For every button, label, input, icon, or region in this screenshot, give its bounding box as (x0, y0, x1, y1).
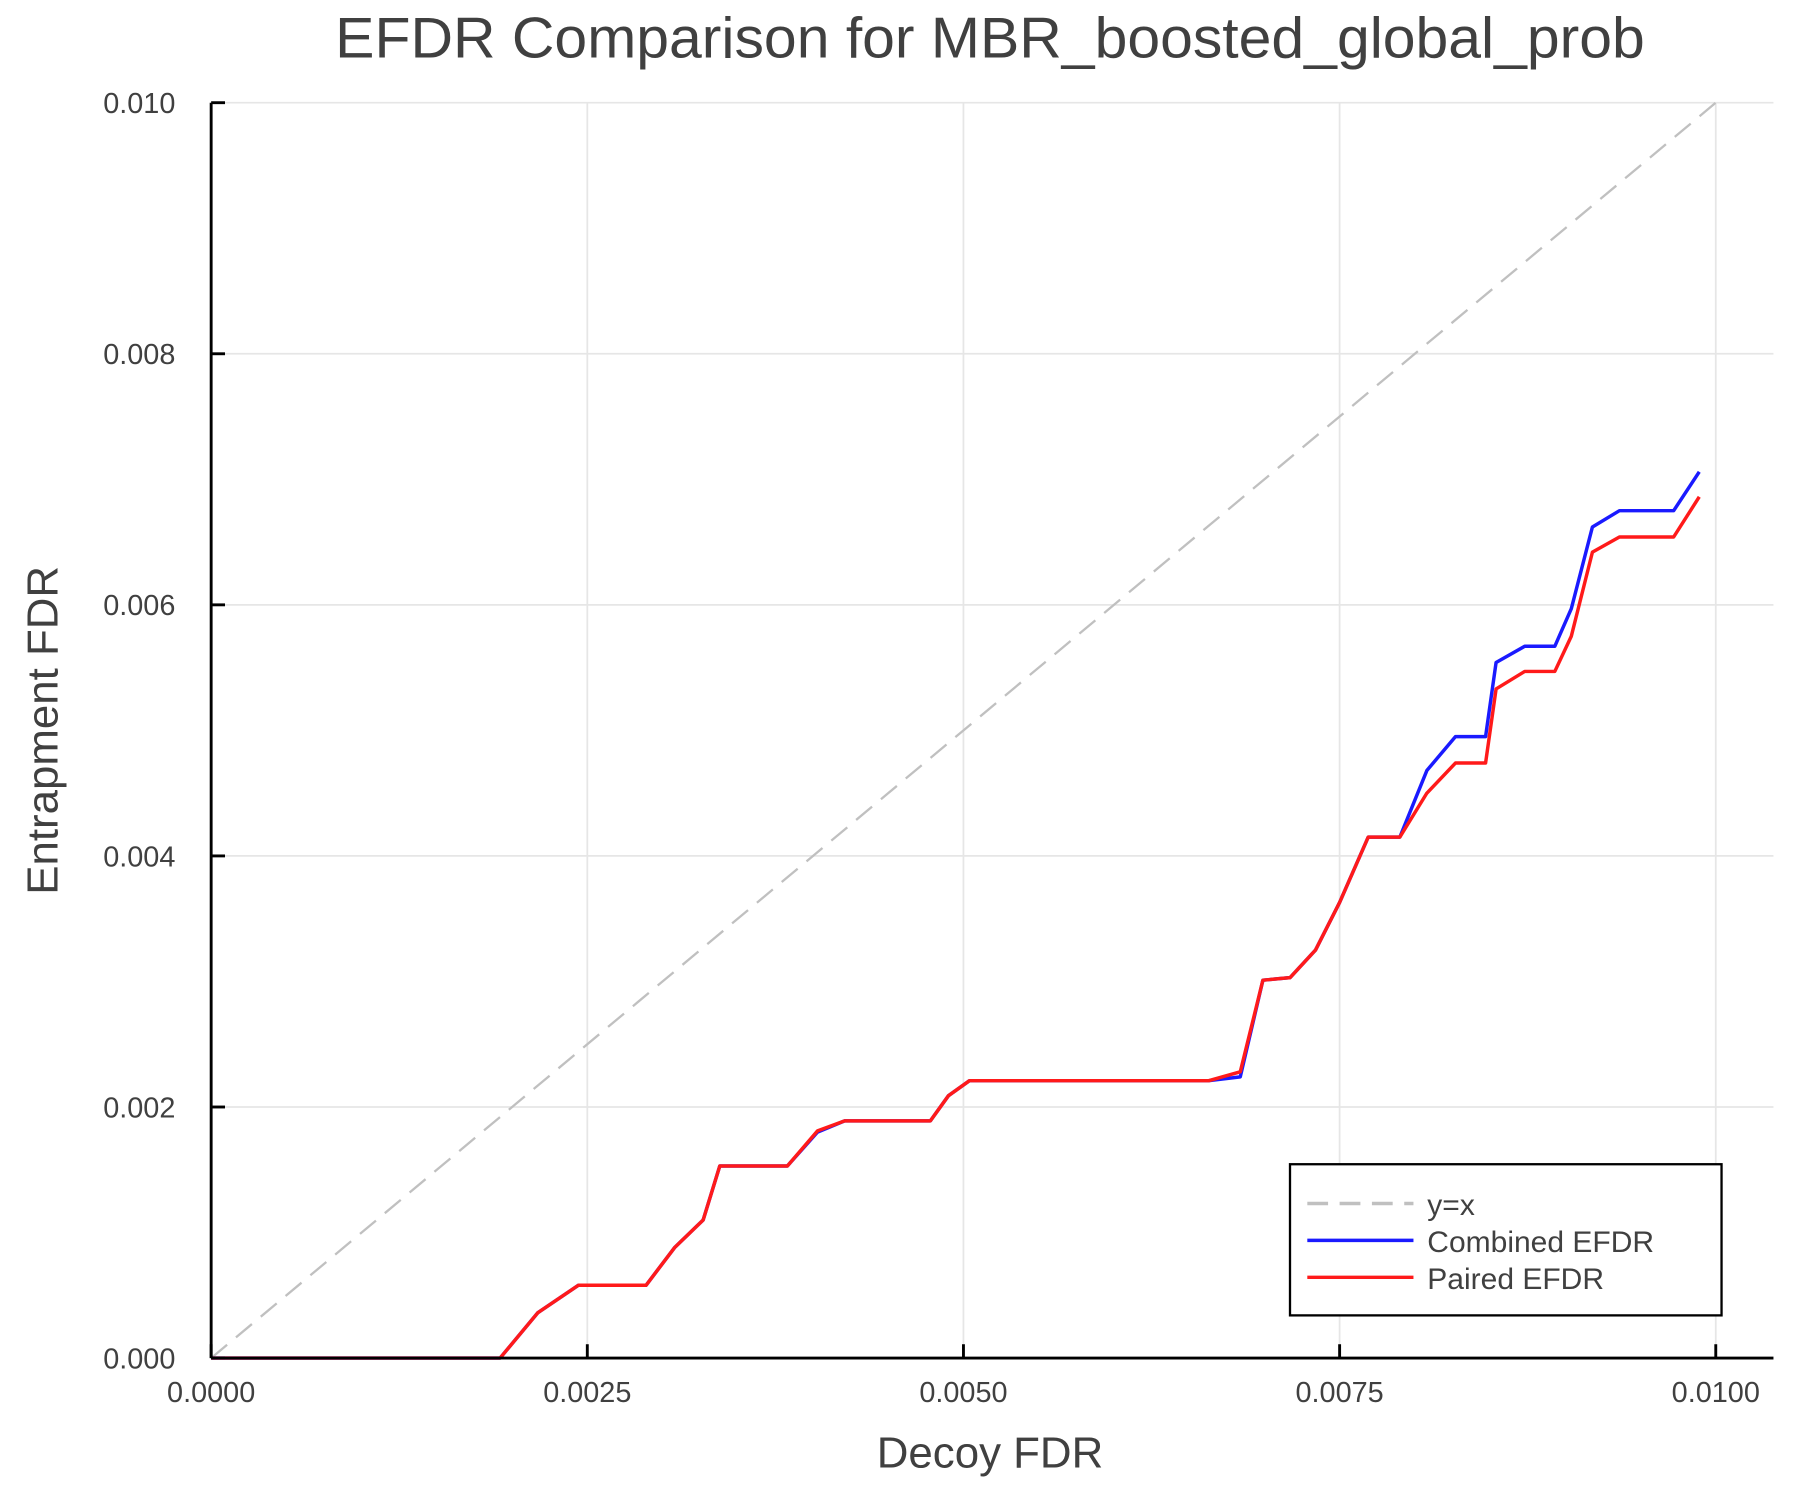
legend-label: Paired EFDR (1427, 1263, 1604, 1296)
legend-label: y=x (1427, 1189, 1475, 1222)
x-tick-label: 0.0000 (167, 1377, 255, 1409)
series-group (210, 101, 1717, 1360)
y-tick-label: 0.010 (103, 88, 175, 120)
y-tick-label: 0.006 (103, 590, 175, 622)
y-tick-label: 0.004 (103, 841, 175, 873)
chart-title: EFDR Comparison for MBR_boosted_global_p… (335, 7, 1645, 71)
x-tick-label: 0.0050 (919, 1377, 1007, 1409)
series-line-y-x (210, 101, 1717, 1359)
series-line-paired-efdr (211, 495, 1701, 1360)
tick-labels: 0.0000 0.0025 0.0050 0.0075 0.0100 0.000 0.002… (103, 88, 1760, 1409)
x-tick-label: 0.0025 (543, 1377, 631, 1409)
legend-label: Combined EFDR (1427, 1226, 1654, 1259)
y-tick-label: 0.000 (103, 1343, 175, 1375)
y-tick-label: 0.008 (103, 339, 175, 371)
x-tick-label: 0.0075 (1296, 1377, 1384, 1409)
x-axis-label: Decoy FDR (877, 1429, 1103, 1478)
y-tick-label: 0.002 (103, 1092, 175, 1124)
legend: y=x Combined EFDR Paired EFDR (1288, 1163, 1723, 1317)
x-tick-label: 0.0100 (1672, 1377, 1760, 1409)
axes (209, 101, 1774, 1360)
y-axis-label: Entrapment FDR (19, 566, 68, 895)
